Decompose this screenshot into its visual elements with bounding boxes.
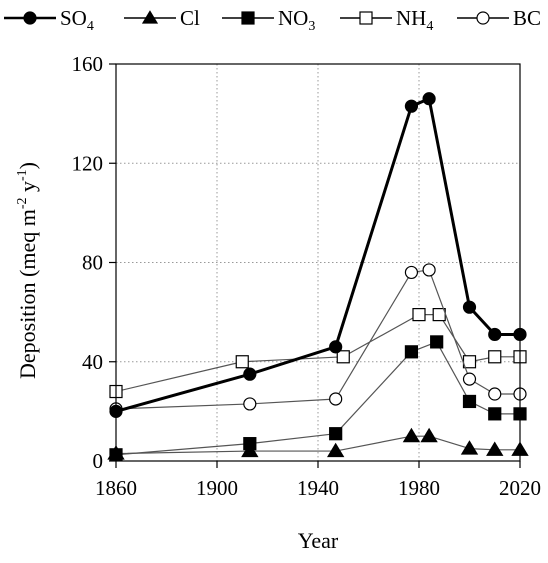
series-no3 <box>109 335 527 462</box>
series-line-no3 <box>115 341 520 456</box>
x-tick-label: 1940 <box>297 476 339 500</box>
y-axis-title: Deposition (meq m-2 y-1) <box>15 162 40 379</box>
legend-marker-bc <box>476 11 490 25</box>
data-point-so4 <box>462 300 477 314</box>
data-point-no3 <box>243 437 257 451</box>
y-tick-label: 0 <box>93 449 104 473</box>
y-tick-label: 160 <box>72 52 104 76</box>
legend-entry-no3: NO3 <box>222 6 315 34</box>
legend-label-nh4: NH4 <box>396 6 433 34</box>
legend-marker-cl <box>141 10 159 24</box>
y-tick-label: 120 <box>72 151 104 175</box>
data-point-nh4 <box>432 308 446 322</box>
data-point-nh4 <box>336 350 350 364</box>
data-point-bc <box>329 392 343 406</box>
data-point-bc <box>404 265 419 280</box>
data-point-so4 <box>329 340 343 354</box>
data-point-bc <box>488 387 502 401</box>
data-point-so4 <box>488 327 502 342</box>
data-point-cl <box>326 442 345 458</box>
x-tick-label: 1860 <box>95 476 137 500</box>
data-point-no3 <box>430 335 444 349</box>
axis-ticks: 1860 1900 1940 1980 2020 0 40 80 120 160 <box>72 52 542 500</box>
data-point-so4 <box>243 367 257 381</box>
data-point-nh4 <box>412 308 426 322</box>
data-point-so4 <box>404 99 419 113</box>
legend-label-no3: NO3 <box>278 6 315 34</box>
y-tick-label: 40 <box>82 350 103 374</box>
data-point-no3 <box>329 427 343 441</box>
data-point-no3 <box>404 345 419 359</box>
data-point-cl <box>460 440 479 455</box>
legend-entry-so4: SO4 <box>4 6 94 34</box>
x-tick-label: 2020 <box>499 476 541 500</box>
legend-label-bc: BC <box>513 6 541 30</box>
data-point-bc <box>243 397 257 411</box>
legend-entry-nh4: NH4 <box>340 6 433 34</box>
x-tick-label: 1980 <box>398 476 440 500</box>
data-point-cl <box>402 427 421 443</box>
data-point-nh4 <box>488 350 502 364</box>
data-point-bc <box>422 263 436 277</box>
data-point-cl <box>486 441 504 456</box>
legend-label-so4: SO4 <box>60 6 94 34</box>
data-point-no3 <box>488 407 502 421</box>
legend-marker-nh4 <box>359 11 373 25</box>
data-point-bc <box>462 372 477 386</box>
x-tick-label: 1900 <box>196 476 238 500</box>
data-point-so4 <box>422 92 436 106</box>
grid-lines <box>116 64 520 461</box>
legend-entry-cl: Cl <box>124 6 200 30</box>
series-layer <box>107 92 529 462</box>
x-axis-title: Year <box>298 528 339 553</box>
data-point-no3 <box>462 394 477 409</box>
legend-marker-so4 <box>23 11 37 25</box>
data-point-nh4 <box>462 355 477 369</box>
legend: SO4 Cl NO3 NH4 BC <box>4 6 541 34</box>
series-so4 <box>109 92 527 418</box>
legend-marker-no3 <box>241 11 255 25</box>
legend-entry-bc: BC <box>457 6 541 30</box>
data-point-cl <box>420 427 438 443</box>
legend-label-cl: Cl <box>180 6 200 30</box>
y-tick-label: 80 <box>82 251 103 275</box>
data-point-nh4 <box>235 355 249 369</box>
